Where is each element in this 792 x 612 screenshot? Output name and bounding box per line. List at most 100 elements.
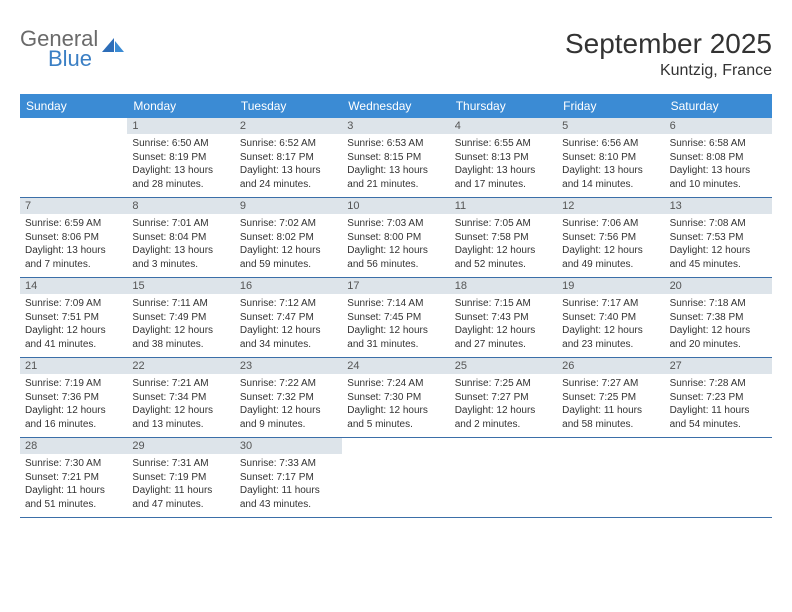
day-cell: 22Sunrise: 7:21 AMSunset: 7:34 PMDayligh… — [127, 358, 234, 437]
day-daylight1: Daylight: 13 hours — [132, 164, 229, 178]
day-cell: 15Sunrise: 7:11 AMSunset: 7:49 PMDayligh… — [127, 278, 234, 357]
day-cell: 19Sunrise: 7:17 AMSunset: 7:40 PMDayligh… — [557, 278, 664, 357]
day-number: 20 — [665, 278, 772, 294]
day-sunset: Sunset: 7:38 PM — [670, 311, 767, 325]
day-sunset: Sunset: 7:51 PM — [25, 311, 122, 325]
day-cell: 9Sunrise: 7:02 AMSunset: 8:02 PMDaylight… — [235, 198, 342, 277]
day-cell — [20, 118, 127, 197]
day-cell: 3Sunrise: 6:53 AMSunset: 8:15 PMDaylight… — [342, 118, 449, 197]
day-daylight1: Daylight: 12 hours — [455, 244, 552, 258]
day-daylight1: Daylight: 11 hours — [25, 484, 122, 498]
day-sunset: Sunset: 7:25 PM — [562, 391, 659, 405]
day-daylight1: Daylight: 12 hours — [455, 324, 552, 338]
day-daylight1: Daylight: 12 hours — [347, 404, 444, 418]
day-sunset: Sunset: 8:15 PM — [347, 151, 444, 165]
day-daylight1: Daylight: 12 hours — [347, 324, 444, 338]
day-number: 6 — [665, 118, 772, 134]
day-sunset: Sunset: 7:17 PM — [240, 471, 337, 485]
day-daylight2: and 51 minutes. — [25, 498, 122, 512]
logo-text: General Blue — [20, 28, 98, 70]
day-daylight2: and 2 minutes. — [455, 418, 552, 432]
day-sunrise: Sunrise: 7:15 AM — [455, 297, 552, 311]
day-daylight2: and 16 minutes. — [25, 418, 122, 432]
day-daylight1: Daylight: 12 hours — [132, 404, 229, 418]
weekday-header: Thursday — [450, 94, 557, 118]
day-sunset: Sunset: 8:17 PM — [240, 151, 337, 165]
location: Kuntzig, France — [565, 62, 772, 80]
day-sunrise: Sunrise: 7:25 AM — [455, 377, 552, 391]
day-number: 11 — [450, 198, 557, 214]
day-daylight2: and 59 minutes. — [240, 258, 337, 272]
day-number: 25 — [450, 358, 557, 374]
day-sunrise: Sunrise: 6:52 AM — [240, 137, 337, 151]
day-daylight1: Daylight: 12 hours — [240, 324, 337, 338]
week-row: 7Sunrise: 6:59 AMSunset: 8:06 PMDaylight… — [20, 198, 772, 278]
day-sunrise: Sunrise: 7:11 AM — [132, 297, 229, 311]
week-row: 14Sunrise: 7:09 AMSunset: 7:51 PMDayligh… — [20, 278, 772, 358]
day-daylight1: Daylight: 12 hours — [562, 324, 659, 338]
day-sunrise: Sunrise: 7:30 AM — [25, 457, 122, 471]
weekday-header-row: Sunday Monday Tuesday Wednesday Thursday… — [20, 94, 772, 118]
day-cell: 17Sunrise: 7:14 AMSunset: 7:45 PMDayligh… — [342, 278, 449, 357]
day-sunrise: Sunrise: 7:28 AM — [670, 377, 767, 391]
title-block: September 2025 Kuntzig, France — [565, 28, 772, 80]
day-number: 29 — [127, 438, 234, 454]
day-sunrise: Sunrise: 7:24 AM — [347, 377, 444, 391]
day-number: 2 — [235, 118, 342, 134]
day-daylight1: Daylight: 13 hours — [240, 164, 337, 178]
day-sunrise: Sunrise: 7:17 AM — [562, 297, 659, 311]
weekday-header: Tuesday — [235, 94, 342, 118]
day-daylight1: Daylight: 13 hours — [25, 244, 122, 258]
day-cell: 12Sunrise: 7:06 AMSunset: 7:56 PMDayligh… — [557, 198, 664, 277]
month-title: September 2025 — [565, 28, 772, 60]
day-daylight2: and 14 minutes. — [562, 178, 659, 192]
day-sunrise: Sunrise: 6:56 AM — [562, 137, 659, 151]
day-sunrise: Sunrise: 7:18 AM — [670, 297, 767, 311]
day-cell: 29Sunrise: 7:31 AMSunset: 7:19 PMDayligh… — [127, 438, 234, 517]
day-daylight2: and 38 minutes. — [132, 338, 229, 352]
day-cell — [557, 438, 664, 517]
day-daylight1: Daylight: 13 hours — [562, 164, 659, 178]
day-daylight2: and 49 minutes. — [562, 258, 659, 272]
day-sunset: Sunset: 7:36 PM — [25, 391, 122, 405]
day-number: 13 — [665, 198, 772, 214]
day-daylight1: Daylight: 12 hours — [240, 404, 337, 418]
day-cell: 30Sunrise: 7:33 AMSunset: 7:17 PMDayligh… — [235, 438, 342, 517]
day-sunset: Sunset: 7:30 PM — [347, 391, 444, 405]
day-cell — [342, 438, 449, 517]
day-daylight1: Daylight: 11 hours — [240, 484, 337, 498]
day-cell: 23Sunrise: 7:22 AMSunset: 7:32 PMDayligh… — [235, 358, 342, 437]
day-daylight2: and 56 minutes. — [347, 258, 444, 272]
day-cell: 4Sunrise: 6:55 AMSunset: 8:13 PMDaylight… — [450, 118, 557, 197]
day-sunset: Sunset: 7:23 PM — [670, 391, 767, 405]
day-daylight2: and 45 minutes. — [670, 258, 767, 272]
day-daylight2: and 23 minutes. — [562, 338, 659, 352]
day-number: 23 — [235, 358, 342, 374]
day-cell — [450, 438, 557, 517]
day-cell: 7Sunrise: 6:59 AMSunset: 8:06 PMDaylight… — [20, 198, 127, 277]
day-cell: 2 Sunrise: 6:52 AMSunset: 8:17 PMDaylight… — [235, 118, 342, 197]
day-sunset: Sunset: 7:56 PM — [562, 231, 659, 245]
weekday-header: Wednesday — [342, 94, 449, 118]
day-cell: 25Sunrise: 7:25 AMSunset: 7:27 PMDayligh… — [450, 358, 557, 437]
day-number: 24 — [342, 358, 449, 374]
day-sunset: Sunset: 7:21 PM — [25, 471, 122, 485]
day-sunset: Sunset: 7:43 PM — [455, 311, 552, 325]
day-daylight2: and 58 minutes. — [562, 418, 659, 432]
day-cell: 8Sunrise: 7:01 AMSunset: 8:04 PMDaylight… — [127, 198, 234, 277]
day-sunrise: Sunrise: 7:05 AM — [455, 217, 552, 231]
page-header: General Blue September 2025 Kuntzig, Fra… — [20, 28, 772, 80]
day-cell: 26Sunrise: 7:27 AMSunset: 7:25 PMDayligh… — [557, 358, 664, 437]
day-sunset: Sunset: 8:08 PM — [670, 151, 767, 165]
day-number: 30 — [235, 438, 342, 454]
day-daylight2: and 13 minutes. — [132, 418, 229, 432]
week-row: 21Sunrise: 7:19 AMSunset: 7:36 PMDayligh… — [20, 358, 772, 438]
day-number: 9 — [235, 198, 342, 214]
day-cell: 24 Sunrise: 7:24 AMSunset: 7:30 PMDayligh… — [342, 358, 449, 437]
day-daylight1: Daylight: 13 hours — [132, 244, 229, 258]
day-number: 10 — [342, 198, 449, 214]
day-daylight1: Daylight: 11 hours — [562, 404, 659, 418]
day-sunset: Sunset: 8:13 PM — [455, 151, 552, 165]
day-cell: 27Sunrise: 7:28 AMSunset: 7:23 PMDayligh… — [665, 358, 772, 437]
weekday-header: Saturday — [665, 94, 772, 118]
